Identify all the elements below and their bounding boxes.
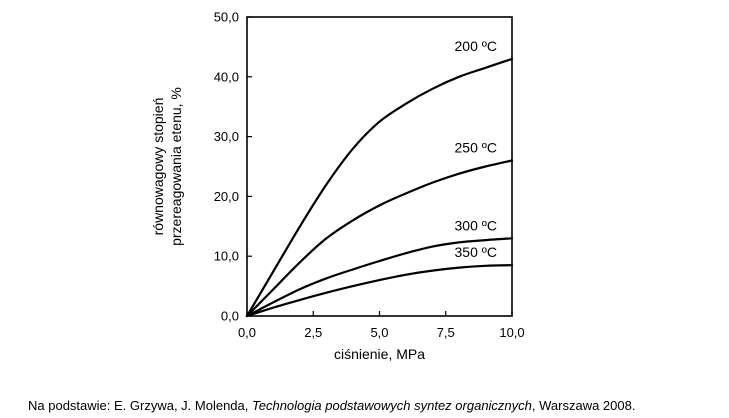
y-tick-label: 50,0 xyxy=(214,10,239,25)
y-tick-label: 20,0 xyxy=(214,189,239,204)
x-axis-title: ciśnienie, MPa xyxy=(334,346,425,362)
caption-prefix: Na podstawie: E. Grzywa, J. Molenda, xyxy=(28,398,252,413)
plot-frame xyxy=(246,16,513,317)
x-tick-label: 7,5 xyxy=(437,325,455,340)
series-label: 300 ºC xyxy=(455,217,497,233)
y-axis-title-line: równowagowy stopień xyxy=(150,98,166,236)
y-tick-label: 40,0 xyxy=(214,69,239,84)
series-line xyxy=(245,57,514,318)
caption-book-title: Technologia podstawowych syntez organicz… xyxy=(251,398,532,413)
y-tick-label: 10,0 xyxy=(214,249,239,264)
series-label: 350 ºC xyxy=(455,244,497,260)
series-label: 250 ºC xyxy=(455,140,497,156)
y-tick-label: 30,0 xyxy=(214,129,239,144)
y-tick-label: 0,0 xyxy=(221,309,239,324)
y-axis-title-line: przereagowania etenu, % xyxy=(168,87,184,246)
series-line xyxy=(245,237,514,318)
source-caption: Na podstawie: E. Grzywa, J. Molenda, Tec… xyxy=(28,398,635,413)
series-label: 200 ºC xyxy=(455,38,497,54)
series-line xyxy=(245,159,514,318)
series-line xyxy=(245,264,514,318)
caption-suffix: , Warszawa 2008. xyxy=(531,398,636,413)
x-tick-label: 5,0 xyxy=(370,325,388,340)
x-tick-label: 2,5 xyxy=(304,325,322,340)
x-tick-label: 0,0 xyxy=(238,325,256,340)
x-tick-label: 10,0 xyxy=(499,325,524,340)
